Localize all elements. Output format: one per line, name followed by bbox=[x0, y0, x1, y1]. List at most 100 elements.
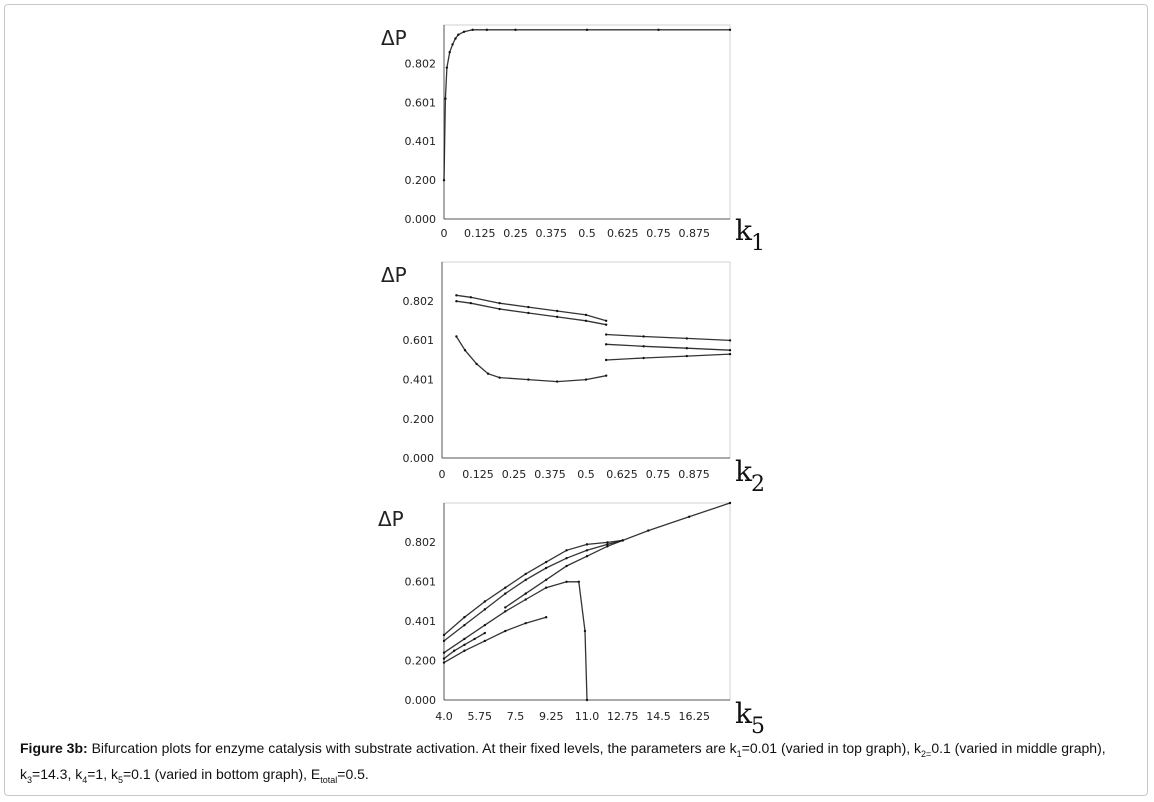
data-point bbox=[685, 337, 688, 340]
x-tick-label: 4.0 bbox=[435, 710, 453, 723]
data-point bbox=[544, 586, 548, 589]
data-point bbox=[448, 50, 451, 54]
y-tick-label: 0.601 bbox=[405, 576, 437, 589]
caption-k1-val: =0.01 (varied in top graph), k bbox=[741, 740, 922, 756]
data-point bbox=[463, 637, 466, 641]
x-axis-label-subscript: 2 bbox=[751, 472, 765, 497]
series-branch-4 bbox=[606, 333, 731, 342]
data-point bbox=[455, 335, 458, 338]
y-tick-label: 0.401 bbox=[405, 615, 437, 628]
y-tick-label: 0.000 bbox=[405, 694, 437, 707]
figure-caption: Figure 3b: Bifurcation plots for enzyme … bbox=[20, 738, 1142, 790]
chart-panel-2: ΔP 0.000 0.200 0.401 0.601 0.802 0 0.125 0.25 0.3… bbox=[381, 261, 765, 497]
data-point bbox=[442, 639, 446, 643]
data-point bbox=[728, 352, 732, 356]
y-tick-label: 0.200 bbox=[403, 413, 435, 426]
data-point bbox=[604, 333, 608, 336]
plot-area bbox=[443, 24, 731, 220]
data-point bbox=[728, 28, 732, 32]
data-point bbox=[442, 633, 446, 637]
data-point bbox=[544, 560, 548, 564]
series-branch-1 bbox=[443, 29, 730, 181]
x-tick-label: 7.5 bbox=[507, 710, 525, 723]
x-tick-label: 9.25 bbox=[539, 710, 564, 723]
data-point bbox=[606, 545, 609, 548]
x-axis-label-subscript: 1 bbox=[751, 231, 765, 256]
data-point bbox=[728, 349, 732, 352]
data-point bbox=[445, 66, 449, 69]
data-point bbox=[642, 356, 645, 360]
series-branch-5 bbox=[443, 616, 547, 664]
x-tick-label: 0.125 bbox=[462, 468, 494, 481]
y-tick-label: 0.401 bbox=[405, 135, 437, 148]
data-point bbox=[544, 578, 548, 582]
caption-k1-sub: 1 bbox=[736, 748, 742, 759]
y-tick-label: 0.000 bbox=[403, 452, 435, 465]
y-tick-label: 0.401 bbox=[403, 373, 435, 386]
data-point bbox=[442, 651, 446, 654]
data-point bbox=[463, 616, 466, 619]
caption-label: Figure 3b: bbox=[20, 740, 88, 756]
data-point bbox=[728, 339, 732, 342]
data-point bbox=[504, 610, 507, 613]
data-point bbox=[498, 376, 501, 379]
data-point bbox=[584, 378, 588, 381]
data-point bbox=[454, 37, 457, 40]
data-point bbox=[728, 501, 732, 505]
data-point bbox=[585, 28, 589, 32]
series-branch-5 bbox=[606, 343, 731, 351]
y-axis-label: ΔP bbox=[381, 263, 407, 287]
series-branch-2 bbox=[456, 300, 607, 326]
data-point bbox=[463, 349, 467, 352]
data-point bbox=[469, 301, 472, 305]
x-axis-label: k bbox=[735, 455, 753, 488]
data-point bbox=[657, 28, 660, 32]
y-tick-label: 0.200 bbox=[405, 174, 437, 187]
data-point bbox=[604, 323, 608, 326]
series-branch-4 bbox=[443, 581, 588, 701]
data-point bbox=[444, 97, 447, 100]
data-point bbox=[483, 639, 487, 643]
data-point bbox=[524, 572, 527, 576]
data-point bbox=[604, 319, 608, 322]
data-point bbox=[606, 541, 609, 544]
caption-k4-val: =1, k bbox=[87, 765, 118, 782]
caption-k5-val: =0.1 (varied in bottom graph), E bbox=[123, 765, 321, 782]
data-point bbox=[642, 335, 645, 338]
x-tick-label: 12.75 bbox=[607, 710, 639, 723]
x-tick-label: 0.25 bbox=[503, 227, 528, 240]
y-tick-label: 0.200 bbox=[405, 655, 437, 668]
data-point bbox=[527, 305, 530, 309]
data-point bbox=[604, 374, 608, 377]
caption-k4-sub: 4 bbox=[82, 774, 88, 785]
data-point bbox=[483, 623, 487, 627]
data-point bbox=[524, 598, 527, 601]
data-point bbox=[687, 515, 691, 518]
x-tick-label: 0.5 bbox=[577, 468, 595, 481]
data-point bbox=[498, 307, 501, 311]
x-tick-label: 0.875 bbox=[679, 227, 711, 240]
x-tick-label: 16.25 bbox=[679, 710, 711, 723]
y-axis-label: ΔP bbox=[378, 507, 404, 531]
data-point bbox=[471, 28, 474, 32]
x-tick-label: 14.5 bbox=[646, 710, 671, 723]
data-point bbox=[584, 313, 588, 317]
data-point bbox=[584, 319, 588, 322]
caption-text-1: Bifurcation plots for enzyme catalysis w… bbox=[91, 740, 737, 756]
data-point bbox=[585, 543, 589, 546]
series-branch-2 bbox=[443, 539, 623, 642]
data-point bbox=[544, 566, 548, 570]
data-point bbox=[642, 345, 645, 348]
series-branch-3 bbox=[504, 539, 624, 608]
data-point bbox=[647, 529, 650, 532]
y-axis-label: ΔP bbox=[381, 26, 407, 50]
data-point bbox=[524, 592, 527, 595]
data-point bbox=[504, 592, 507, 595]
figure-frame bbox=[4, 4, 1148, 796]
data-point bbox=[556, 315, 559, 319]
data-point bbox=[442, 661, 446, 664]
data-point bbox=[504, 606, 507, 609]
data-point bbox=[606, 543, 609, 546]
x-tick-label: 0 bbox=[441, 227, 448, 240]
data-point bbox=[455, 300, 458, 303]
